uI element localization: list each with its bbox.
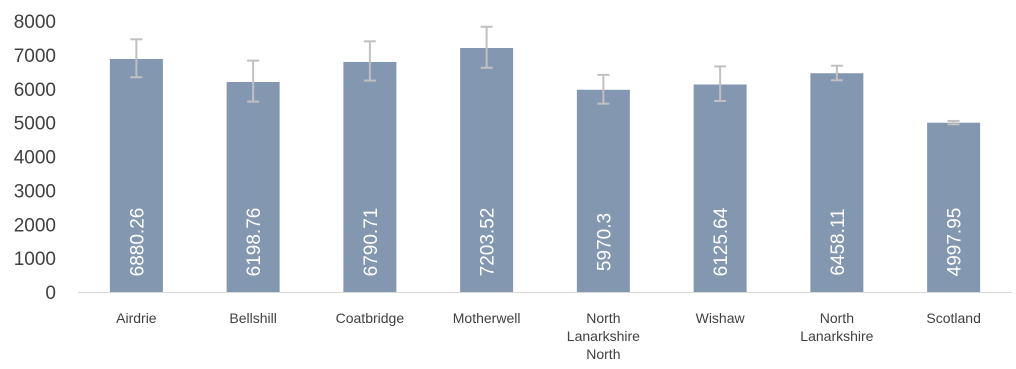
x-tick-label: Airdrie [116,310,157,326]
error-bar [947,119,960,126]
x-tick-label-line: Scotland [926,310,980,326]
error-bar [130,38,143,79]
bar [693,84,747,292]
bars [109,47,981,293]
error-bar [714,65,727,102]
x-tick-label: Wishaw [696,310,746,326]
y-tick-label: 8000 [14,12,56,33]
x-tick-label: Scotland [926,310,980,326]
x-tick-label-line: North [586,346,620,362]
x-axis: Airdrie Bellshill Coatbridge Motherwell Nort… [116,310,981,362]
error-bar [363,40,376,82]
error-bars [130,25,960,126]
data-label: 6790.71 [361,208,382,277]
bar [460,47,514,292]
bar [810,73,864,292]
x-tick-label-line: Wishaw [696,310,746,326]
bar [226,82,280,293]
x-tick-label-line: Coatbridge [336,310,405,326]
y-tick-label: 7000 [14,46,56,67]
x-tick-label-line: Airdrie [116,310,157,326]
data-label: 5970.3 [594,213,615,271]
data-label: 6880.26 [127,208,148,277]
x-tick-label-line: North [586,310,620,326]
y-tick-label: 0 [45,283,56,304]
x-tick-label-line: Bellshill [229,310,276,326]
error-bar [480,25,493,69]
data-label: 7203.52 [478,208,499,277]
data-label: 6198.76 [244,208,265,277]
error-bar [247,59,260,103]
data-label: 4997.95 [945,208,966,277]
x-tick-label-line: North [820,310,854,326]
y-tick-label: 2000 [14,215,56,236]
data-label: 6458.11 [828,208,849,275]
y-tick-label: 4000 [14,148,56,169]
data-label: 6125.64 [711,207,732,276]
x-tick-label-line: Lanarkshire [567,328,640,344]
bar [109,58,163,292]
x-tick-label: North Lanarkshire North [567,310,640,362]
data-labels: 6880.26 6198.76 6790.71 7203.52 5970.3 6125.6… [127,207,965,276]
x-tick-label-line: Lanarkshire [800,328,873,344]
x-tick-label-line: Motherwell [453,310,521,326]
x-tick-label: North Lanarkshire [800,310,873,344]
x-tick-label: Coatbridge [336,310,405,326]
bar [343,61,397,293]
x-tick-label: Bellshill [229,310,276,326]
y-axis: 0 1000 2000 3000 4000 5000 6000 7000 8000 [14,12,56,304]
error-bar [597,73,610,105]
y-tick-label: 1000 [14,249,56,270]
y-tick-label: 3000 [14,181,56,202]
error-bar [830,64,843,82]
x-tick-label: Motherwell [453,310,521,326]
y-tick-label: 6000 [14,80,56,101]
bar [927,122,981,292]
y-tick-label: 5000 [14,114,56,135]
bar [576,89,630,292]
